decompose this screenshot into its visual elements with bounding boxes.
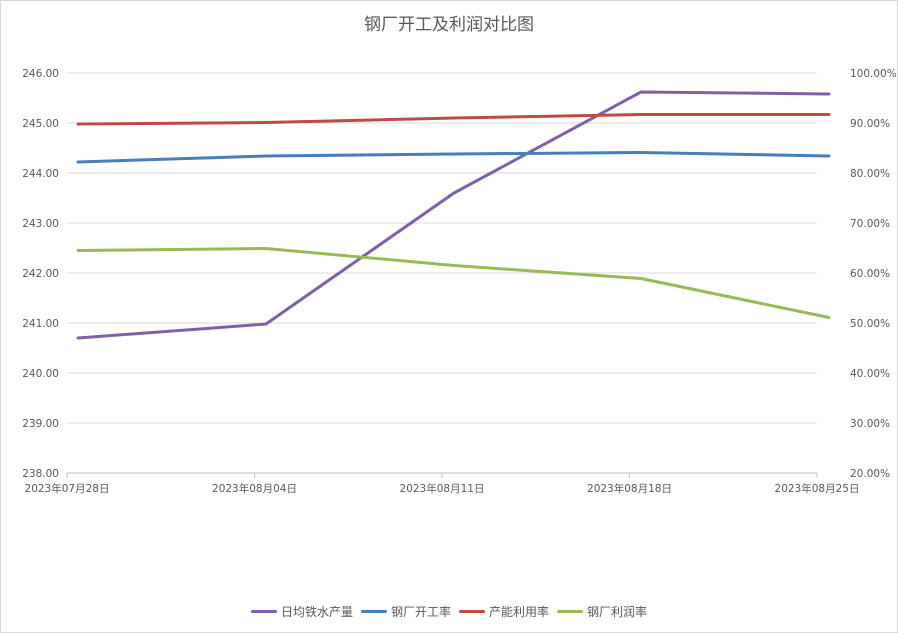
axes: 238.00 239.00 240.00 241.00 242.00 243.00 244.…: [22, 68, 896, 495]
y-left-tick-label: 243.00: [22, 218, 59, 230]
y-right-tick-label: 20.00%: [850, 468, 890, 480]
y-left-tick-label: 240.00: [22, 368, 59, 380]
series-line: [76, 247, 831, 319]
y-left-tick-label: 242.00: [22, 268, 59, 280]
y-right-tick-label: 40.00%: [850, 368, 890, 380]
y-right-tick-label: 90.00%: [850, 118, 890, 130]
y-right-tick-label: 60.00%: [850, 268, 890, 280]
y-left-tick-label: 239.00: [22, 418, 59, 430]
y-right-tick-label: 30.00%: [850, 418, 890, 430]
legend-label: 钢厂利润率: [587, 605, 648, 619]
series-line: [76, 90, 831, 340]
x-tick-label: 2023年08月25日: [775, 482, 860, 495]
legend-swatch: [459, 610, 485, 613]
legend-item: 钢厂利润率: [557, 603, 647, 620]
y-right-tick-label: 100.00%: [850, 68, 897, 80]
legend-item: 日均铁水产量: [250, 603, 353, 620]
y-left-tick-label: 245.00: [22, 118, 59, 130]
y-left-tick-label: 241.00: [22, 318, 59, 330]
legend-item: 钢厂开工率: [360, 603, 451, 620]
x-tick-label: 2023年07月28日: [25, 482, 110, 495]
legend-label: 日均铁水产量: [280, 605, 353, 619]
series-lines: [76, 90, 831, 340]
y-left-tick-label: 238.00: [22, 468, 59, 480]
x-tick-label: 2023年08月04日: [212, 482, 297, 495]
y-right-tick-label: 80.00%: [850, 168, 890, 180]
gridlines: [67, 72, 817, 474]
legend-swatch: [250, 610, 277, 613]
chart-legend: 日均铁水产量 钢厂开工率 产能利用率 钢厂利润率: [0, 603, 898, 620]
x-tick-label: 2023年08月18日: [587, 482, 672, 495]
y-left-tick-label: 244.00: [22, 168, 59, 180]
y-left-tick-label: 246.00: [22, 68, 59, 80]
y-right-tick-label: 50.00%: [850, 318, 890, 330]
legend-swatch: [557, 610, 584, 613]
series-line: [76, 151, 831, 164]
legend-label: 钢厂开工率: [390, 605, 451, 619]
y-right-tick-label: 70.00%: [850, 218, 890, 230]
series-line: [76, 113, 831, 126]
chart-title: 钢厂开工及利润对比图: [364, 15, 534, 35]
x-tick-label: 2023年08月11日: [400, 482, 485, 495]
legend-label: 产能利用率: [489, 605, 550, 619]
legend-item: 产能利用率: [459, 603, 549, 620]
legend-swatch: [360, 610, 387, 613]
